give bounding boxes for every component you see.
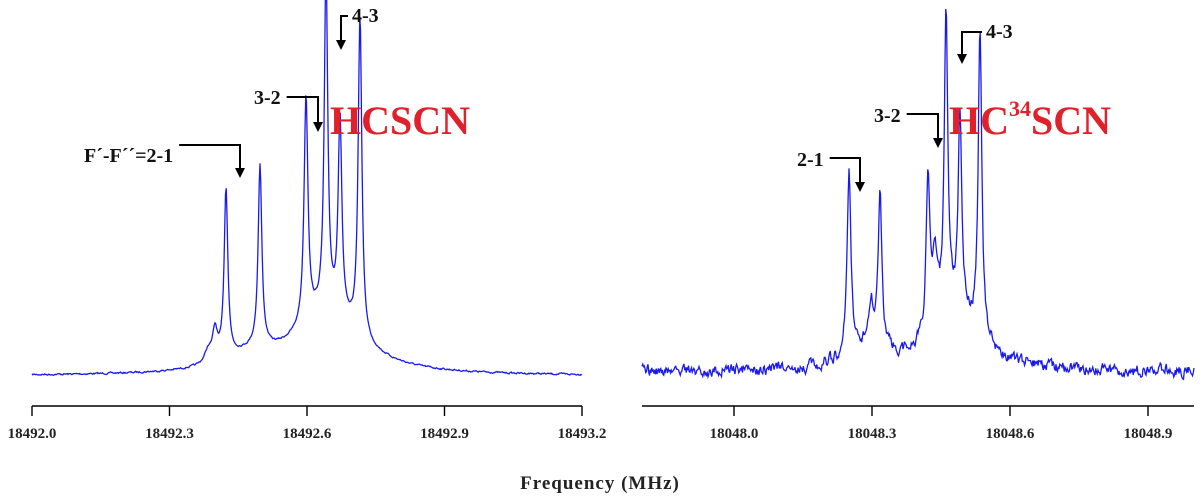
- x-tick-label: 18492.9: [420, 426, 469, 442]
- x-tick-label: 18492.6: [283, 426, 332, 442]
- transition-label: F´-F´´=2-1: [84, 145, 173, 167]
- transition-arrow: [906, 113, 939, 140]
- transition-label: 2-1: [797, 149, 824, 171]
- hcscn-panel: 18492.0 18492.3 18492.6 18492.9 18493.2 F´-F…: [8, 0, 607, 442]
- x-tick-label: 18493.2: [558, 426, 607, 442]
- transition-arrow: [286, 96, 319, 124]
- x-tick-label: 18492.3: [145, 426, 194, 442]
- arrow-head: [235, 168, 245, 178]
- hcscn-species-label: HCSCN: [330, 98, 470, 143]
- arrow-head: [957, 54, 967, 64]
- x-axis-label: Frequency (MHz): [520, 473, 680, 494]
- transition-arrow: [179, 144, 241, 170]
- hcscn-spectrum-line: [31, 0, 583, 377]
- x-tick-label: 18048.3: [848, 426, 897, 442]
- transition-arrow: [829, 157, 861, 184]
- transition-label: 4-3: [986, 21, 1013, 43]
- x-tick-label: 18048.0: [710, 426, 759, 442]
- x-tick-label: 18048.9: [1124, 426, 1173, 442]
- transition-arrow: [340, 15, 348, 42]
- hc34scn-annotations: 2-1 3-2 4-3: [797, 21, 1013, 192]
- arrow-head: [933, 138, 943, 148]
- x-tick-label: 18492.0: [8, 426, 57, 442]
- transition-label: 3-2: [874, 105, 901, 127]
- transition-arrow: [961, 31, 982, 56]
- species-isotope-superscript: 34: [1009, 96, 1031, 121]
- arrow-head: [855, 182, 865, 192]
- x-tick-label: 18048.6: [986, 426, 1035, 442]
- hcscn-x-ticks: 18492.0 18492.3 18492.6 18492.9 18493.2: [8, 406, 607, 442]
- hcscn-annotations: F´-F´´=2-1 3-2 4-3: [84, 5, 379, 178]
- transition-label: 4-3: [352, 5, 379, 27]
- transition-label: 3-2: [254, 87, 281, 109]
- species-name: HC: [949, 98, 1009, 143]
- hc34scn-x-ticks: 18048.0 18048.3 18048.6 18048.9: [710, 406, 1173, 442]
- arrow-head: [313, 122, 323, 132]
- species-name: HCSCN: [330, 98, 470, 143]
- hc34scn-spectrum-line: [641, 8, 1195, 381]
- hc34scn-species-label: HC34SCN: [949, 96, 1111, 143]
- hc34scn-panel: 18048.0 18048.3 18048.6 18048.9 2-1 3-2 4-3 H…: [641, 8, 1195, 442]
- species-name-suffix: SCN: [1031, 98, 1111, 143]
- arrow-head: [336, 40, 346, 50]
